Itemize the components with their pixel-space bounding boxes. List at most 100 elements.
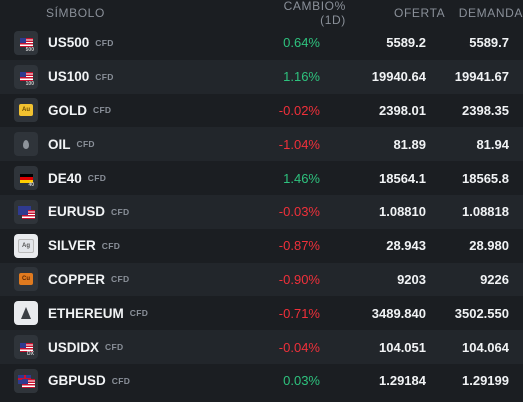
bid-value[interactable]: 5589.2 (386, 35, 426, 51)
table-header: SÍMBOLO CAMBIO%(1D) OFERTA DEMANDA (0, 0, 523, 27)
ask-value[interactable]: 5589.7 (469, 35, 509, 51)
instrument-tag: CFD (111, 206, 130, 217)
instrument-tag: CFD (76, 139, 95, 150)
table-row[interactable]: 500 US500 CFD 0.64% 5589.2 5589.7 (0, 26, 523, 60)
gold-icon: Au (14, 98, 38, 123)
symbol-name: COPPER (48, 271, 106, 287)
gold-badge: Au (19, 104, 33, 117)
symbol-name: GBPUSD (48, 373, 106, 389)
symbol-name: OIL (48, 136, 71, 152)
symbol-name: USDIDX (48, 339, 100, 355)
symbol-cell: Ag SILVER CFD (0, 233, 240, 258)
instrument-tag: CFD (93, 105, 112, 116)
change-value: -0.03% (278, 204, 320, 220)
silver-icon: Ag (14, 233, 38, 258)
table-row[interactable]: Ag SILVER CFD -0.87% 28.943 28.980 (0, 228, 523, 263)
ask-value[interactable]: 1.29199 (462, 373, 509, 389)
ask-value[interactable]: 1.08818 (462, 204, 509, 220)
symbol-name: SILVER (48, 238, 96, 254)
symbol-cell: Cu COPPER CFD (0, 267, 240, 292)
bid-value[interactable]: 28.943 (386, 238, 426, 254)
bid-value[interactable]: 104.051 (379, 339, 426, 355)
ask-value[interactable]: 2398.35 (462, 102, 509, 118)
bid-value[interactable]: 2398.01 (379, 102, 426, 118)
table-row[interactable]: 100 US100 CFD 1.16% 19940.64 19941.67 (0, 59, 523, 94)
ethereum-icon (14, 301, 38, 326)
symbol-cell: ETHEREUM CFD (0, 301, 240, 326)
icon-label: 500 (25, 46, 34, 53)
table-row[interactable]: OIL CFD -1.04% 81.89 81.94 (0, 127, 523, 162)
bid-value[interactable]: 1.29184 (379, 373, 426, 389)
symbol-cell: 500 US500 CFD (0, 30, 240, 55)
change-value: -0.87% (278, 238, 320, 254)
bid-value[interactable]: 19940.64 (371, 69, 426, 85)
change-value: 0.64% (283, 35, 320, 51)
table-row[interactable]: GBPUSD CFD 0.03% 1.29184 1.29199 (0, 363, 523, 398)
ask-value[interactable]: 28.980 (469, 238, 509, 254)
change-value: -0.90% (278, 271, 320, 287)
icon-label: 40 (28, 182, 34, 189)
symbol-cell: 100 US100 CFD (0, 64, 240, 89)
symbol-cell: 40 DE40 CFD (0, 166, 240, 191)
symbol-name: EURUSD (48, 204, 106, 220)
change-value: -0.04% (278, 339, 320, 355)
silver-badge: Ag (18, 238, 34, 253)
table-row[interactable]: DX USDIDX CFD -0.04% 104.051 104.064 (0, 330, 523, 364)
oil-drop-icon (14, 132, 38, 157)
instrument-tag: CFD (95, 71, 114, 82)
instrument-tag: CFD (105, 342, 124, 353)
instrument-tag: CFD (87, 173, 107, 184)
ask-value[interactable]: 3502.550 (454, 305, 509, 321)
germany-flag-icon: 40 (14, 166, 38, 191)
header-bid[interactable]: OFERTA (394, 6, 446, 20)
change-value: -0.71% (278, 305, 320, 321)
gbp-usd-flags-icon (14, 368, 38, 393)
ask-value[interactable]: 18565.8 (462, 170, 509, 186)
instrument-tag: CFD (129, 308, 149, 319)
instrument-tag: CFD (111, 375, 131, 386)
icon-label: 100 (25, 80, 34, 87)
change-value: 0.03% (283, 373, 320, 389)
symbol-cell: DX USDIDX CFD (0, 335, 240, 360)
symbol-cell: Au GOLD CFD (0, 98, 240, 123)
ask-value[interactable]: 19941.67 (454, 69, 509, 85)
symbol-cell: GBPUSD CFD (0, 368, 240, 393)
table-row[interactable]: EURUSD CFD -0.03% 1.08810 1.08818 (0, 194, 523, 229)
us-flag-100-icon: 100 (14, 64, 38, 89)
symbol-name: ETHEREUM (48, 305, 124, 321)
bid-value[interactable]: 81.89 (393, 136, 426, 152)
bid-value[interactable]: 9203 (397, 271, 426, 287)
bid-value[interactable]: 3489.840 (371, 305, 426, 321)
symbol-cell: OIL CFD (0, 132, 240, 157)
bid-value[interactable]: 1.08810 (379, 204, 426, 220)
table-row[interactable]: ETHEREUM CFD -0.71% 3489.840 3502.550 (0, 296, 523, 331)
ask-value[interactable]: 104.064 (462, 339, 509, 355)
ask-value[interactable]: 9226 (480, 271, 509, 287)
header-ask[interactable]: DEMANDA (458, 6, 523, 20)
symbol-name: GOLD (48, 102, 87, 118)
header-change[interactable]: CAMBIO%(1D) (283, 0, 346, 27)
table-row[interactable]: 40 DE40 CFD 1.46% 18564.1 18565.8 (0, 161, 523, 195)
symbol-cell: EURUSD CFD (0, 199, 240, 224)
us-flag-500-icon: 500 (14, 30, 38, 55)
eur-usd-flags-icon (14, 199, 38, 224)
change-value: 1.46% (283, 170, 320, 186)
symbol-name: US100 (48, 69, 90, 85)
us-flag-dx-icon: DX (14, 335, 38, 360)
instrument-tag: CFD (111, 274, 130, 285)
instrument-tag: CFD (101, 240, 121, 251)
change-value: -0.02% (278, 102, 320, 118)
copper-icon: Cu (14, 267, 38, 292)
change-value: -1.04% (278, 136, 320, 152)
symbol-name: DE40 (48, 170, 82, 186)
bid-value[interactable]: 18564.1 (379, 170, 426, 186)
icon-label: DX (27, 351, 34, 358)
quotes-list: 500 US500 CFD 0.64% 5589.2 5589.7 100 US… (0, 26, 523, 398)
table-row[interactable]: Cu COPPER CFD -0.90% 9203 9226 (0, 262, 523, 297)
symbol-name: US500 (48, 35, 90, 51)
copper-badge: Cu (19, 273, 33, 286)
header-symbol[interactable]: SÍMBOLO (46, 6, 105, 20)
ask-value[interactable]: 81.94 (476, 136, 509, 152)
table-row[interactable]: Au GOLD CFD -0.02% 2398.01 2398.35 (0, 93, 523, 128)
